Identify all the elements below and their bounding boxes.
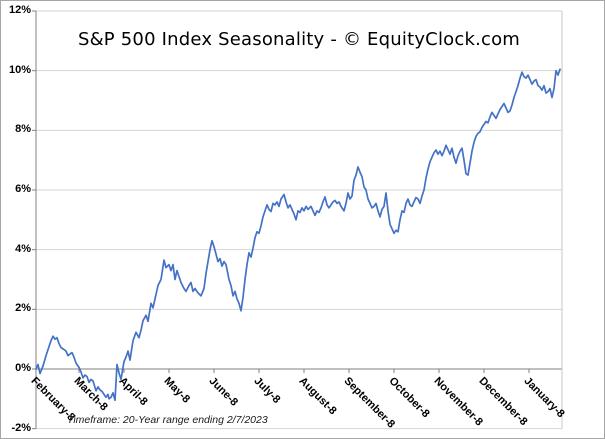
y-axis-tick-label: -2% xyxy=(11,421,31,434)
y-axis-tick-label: 8% xyxy=(15,123,31,136)
y-axis-tick-label: 6% xyxy=(15,183,31,195)
seasonality-line xyxy=(35,68,561,402)
timeframe-note: Timeframe: 20-Year range ending 2/7/2023 xyxy=(67,414,268,426)
chart-title: S&P 500 Index Seasonality - © EquityCloc… xyxy=(77,29,521,50)
y-axis-tick-label: 12% xyxy=(8,4,31,16)
y-axis-tick-label: 10% xyxy=(8,63,31,76)
y-axis-tick-label: 4% xyxy=(15,242,31,255)
y-axis-tick-label: 0% xyxy=(15,362,31,374)
y-axis-tick-label: 2% xyxy=(15,302,31,315)
